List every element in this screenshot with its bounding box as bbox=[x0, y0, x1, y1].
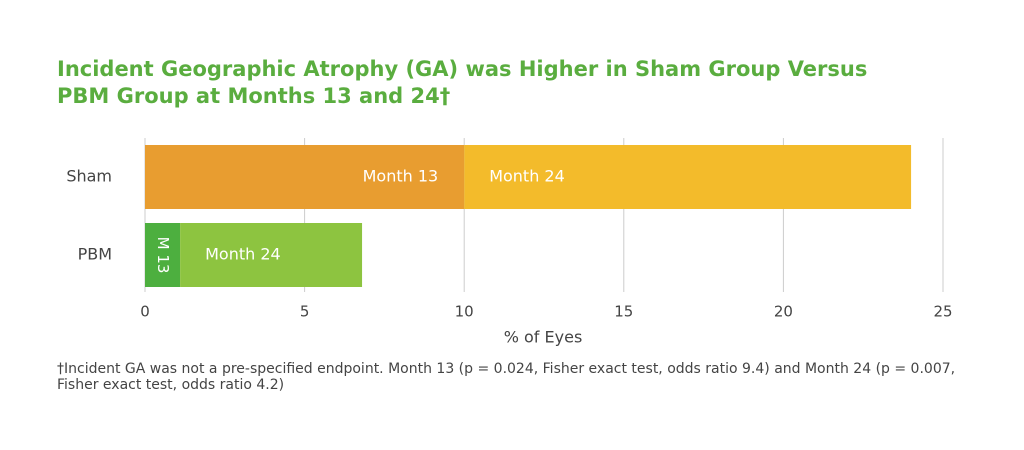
bar-label: Month 13 bbox=[363, 167, 439, 186]
x-tick-label: 20 bbox=[774, 303, 793, 321]
chart-title: Incident Geographic Atrophy (GA) was Hig… bbox=[57, 57, 867, 81]
x-tick-label: 25 bbox=[933, 303, 952, 321]
bar-label: M 13 bbox=[154, 237, 172, 274]
x-tick-label: 10 bbox=[455, 303, 474, 321]
bar-segment bbox=[145, 223, 181, 287]
bar-segment bbox=[464, 145, 912, 209]
bar-segment bbox=[180, 223, 363, 287]
footnote: †Incident GA was not a pre-specified end… bbox=[57, 361, 956, 393]
x-tick-label: 0 bbox=[140, 303, 150, 321]
bar-label: Month 24 bbox=[205, 245, 281, 264]
x-tick-label: 5 bbox=[300, 303, 310, 321]
chart-title: PBM Group at Months 13 and 24† bbox=[57, 84, 450, 108]
bar-segment bbox=[145, 145, 465, 209]
category-label: PBM bbox=[78, 245, 112, 264]
x-axis-label: % of Eyes bbox=[504, 328, 583, 347]
category-label: Sham bbox=[66, 167, 112, 186]
bar-label: Month 24 bbox=[489, 167, 565, 186]
x-tick-label: 15 bbox=[614, 303, 633, 321]
